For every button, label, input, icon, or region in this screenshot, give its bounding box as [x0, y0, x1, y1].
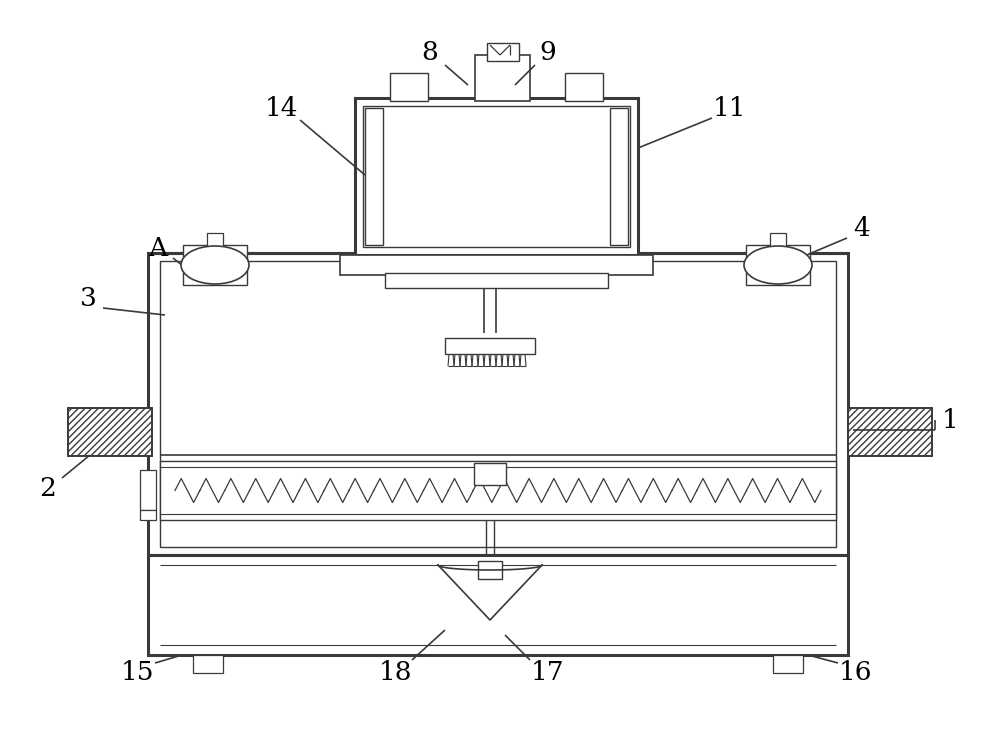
Bar [390, 73, 428, 101]
Bar [68, 408, 152, 456]
Text: 17: 17 [531, 661, 565, 686]
Bar [183, 245, 247, 285]
Ellipse shape [744, 246, 812, 284]
Bar [160, 261, 836, 547]
Text: 3: 3 [80, 286, 96, 311]
Text: 4: 4 [854, 216, 870, 240]
Bar [355, 98, 638, 255]
Bar [746, 245, 810, 285]
Text: 1: 1 [942, 407, 958, 433]
Text: 15: 15 [121, 661, 155, 686]
Text: 2: 2 [40, 475, 56, 501]
Text: 9: 9 [540, 39, 556, 64]
Text: 8: 8 [422, 39, 438, 64]
Bar [68, 408, 152, 456]
Text: 14: 14 [265, 96, 299, 121]
Ellipse shape [181, 246, 249, 284]
Bar [487, 43, 519, 61]
Bar [770, 233, 786, 247]
Text: A: A [148, 235, 168, 260]
Bar [340, 255, 653, 275]
Bar [478, 561, 502, 579]
Bar [385, 273, 608, 288]
Bar [565, 73, 603, 101]
Bar [474, 463, 506, 485]
Bar [207, 233, 223, 247]
Bar [773, 655, 803, 673]
Bar [148, 555, 848, 655]
Bar [365, 108, 383, 245]
Bar [140, 510, 156, 520]
Bar [193, 655, 223, 673]
Bar [140, 470, 156, 510]
Bar [199, 251, 231, 279]
Bar [445, 338, 535, 354]
Bar [762, 251, 794, 279]
Bar [363, 106, 630, 247]
Bar [848, 408, 932, 456]
Bar [848, 408, 932, 456]
Text: 11: 11 [713, 96, 747, 121]
Bar [148, 253, 848, 555]
Bar [475, 55, 530, 101]
Text: 18: 18 [378, 661, 412, 686]
Bar [610, 108, 628, 245]
Bar [160, 461, 836, 520]
Text: 16: 16 [838, 661, 872, 686]
